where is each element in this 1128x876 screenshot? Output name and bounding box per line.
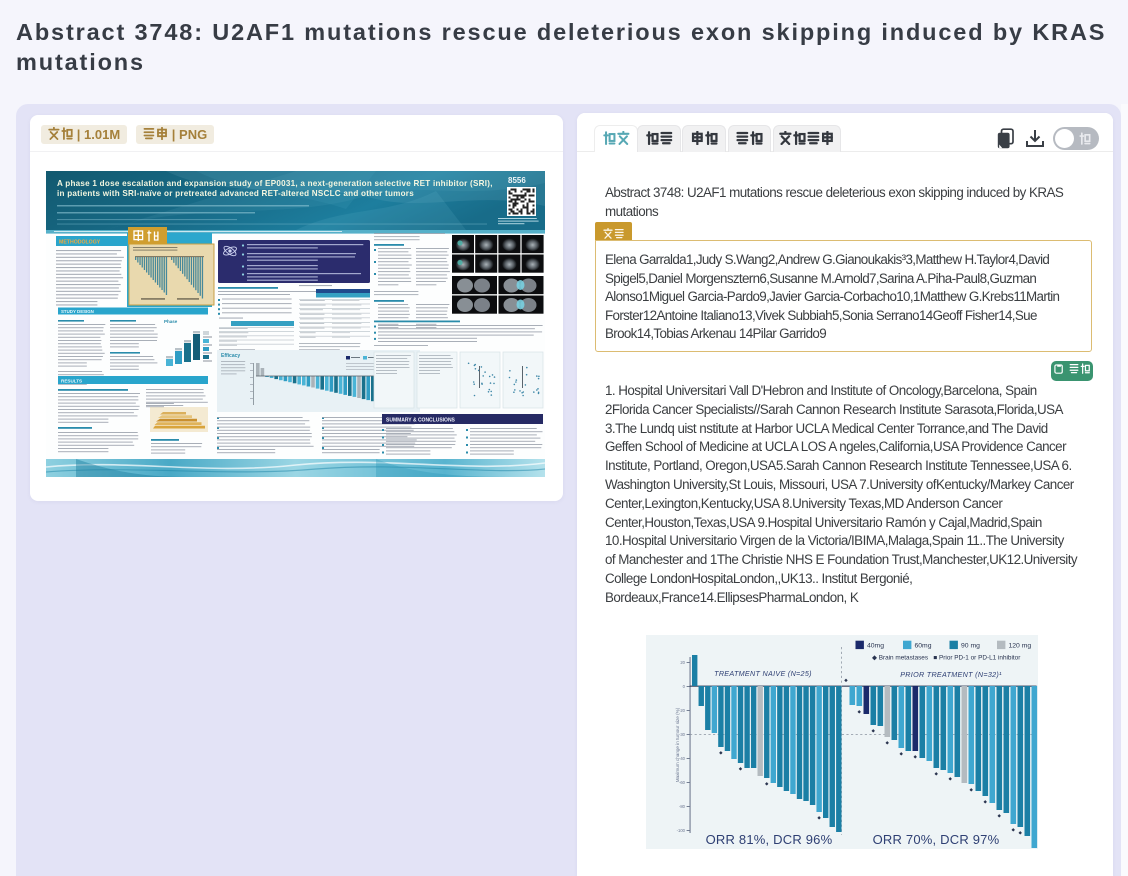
svg-text:PRIOR TREATMENT (N=32)¹: PRIOR TREATMENT (N=32)¹ [900, 670, 1002, 679]
svg-text:ORR 70%, DCR 97%: ORR 70%, DCR 97% [873, 832, 1000, 847]
svg-text:SUMMARY & CONCLUSIONS: SUMMARY & CONCLUSIONS [386, 417, 456, 423]
svg-text:-80: -80 [679, 804, 686, 809]
svg-text:8556: 8556 [508, 176, 526, 185]
svg-text:◆: ◆ [914, 754, 918, 759]
svg-text:METHODOLOGY: METHODOLOGY [59, 240, 101, 246]
svg-text:20: 20 [680, 660, 685, 665]
svg-text:◆: ◆ [949, 776, 953, 781]
svg-text:◆: ◆ [765, 781, 769, 786]
svg-text:0: 0 [683, 684, 686, 689]
svg-text:TREATMENT NAIVE (N=25): TREATMENT NAIVE (N=25) [714, 669, 812, 678]
svg-text:◆: ◆ [858, 709, 862, 714]
svg-text:◆: ◆ [984, 799, 988, 804]
svg-text:90 mg: 90 mg [961, 643, 980, 650]
svg-text:◆: ◆ [886, 740, 890, 745]
svg-text:A phase 1 dose escalation and: A phase 1 dose escalation and expansion … [57, 179, 493, 188]
svg-text:ORR 81%, DCR 96%: ORR 81%, DCR 96% [706, 832, 833, 847]
svg-text:◆: ◆ [817, 815, 821, 820]
svg-text:◆: ◆ [998, 813, 1002, 818]
svg-text:Phase: Phase [164, 319, 178, 324]
svg-text:Efficacy: Efficacy [221, 353, 240, 359]
svg-text:◆: ◆ [935, 771, 939, 776]
svg-text:-60: -60 [679, 780, 686, 785]
svg-text:◆: ◆ [900, 751, 904, 756]
svg-text:-100: -100 [677, 828, 686, 833]
svg-text:40mg: 40mg [867, 643, 884, 650]
svg-text:Maximum change in tumour size: Maximum change in tumour size (%) [675, 707, 680, 782]
svg-text:◆: ◆ [719, 750, 723, 755]
svg-text:in patients with SRI-naïve or: in patients with SRI-naïve or pretreated… [57, 189, 414, 198]
svg-text:◆: ◆ [1019, 830, 1023, 835]
svg-text:◆: ◆ [1012, 827, 1016, 832]
svg-text:◆: ◆ [872, 728, 876, 733]
svg-text:-40: -40 [679, 756, 686, 761]
svg-text:STUDY DESIGN: STUDY DESIGN [61, 309, 94, 314]
svg-text:◆: ◆ [739, 766, 743, 771]
svg-text:-30: -30 [679, 732, 686, 737]
svg-text:◆: ◆ [970, 787, 974, 792]
svg-text:◆: ◆ [844, 678, 848, 683]
svg-text:-20: -20 [679, 708, 686, 713]
svg-text:RESULTS: RESULTS [61, 378, 82, 383]
svg-text:60mg: 60mg [915, 643, 932, 650]
svg-text:120 mg: 120 mg [1009, 643, 1032, 650]
svg-text:◆ Brain metastases ■ Prior P: ◆ Brain metastases ■ Prior PD-1 or PD-L1… [872, 655, 1021, 662]
